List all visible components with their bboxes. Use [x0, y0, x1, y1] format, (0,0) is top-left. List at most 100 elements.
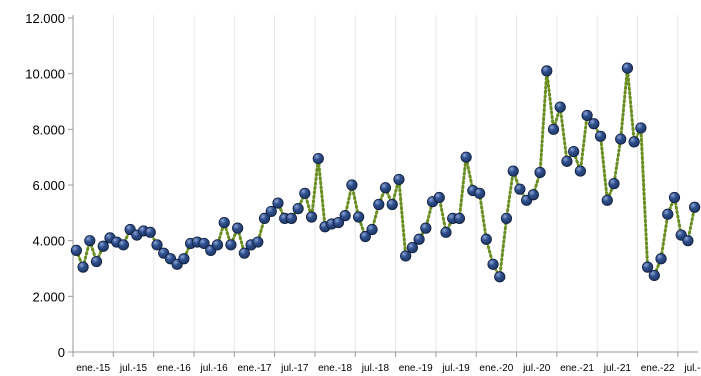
data-point [534, 166, 546, 179]
x-axis-ticks: ene.-15 jul.-15 ene.-16 jul.-16 ene.-17 jul.-… [72, 352, 701, 374]
data-point [299, 187, 311, 199]
data-point [554, 101, 566, 113]
data-point [386, 198, 398, 211]
x-tick-label: jul.-17 [280, 363, 309, 374]
data-point [527, 189, 539, 201]
data-point [668, 191, 681, 204]
data-point [494, 271, 506, 283]
x-tick-label: jul.-18 [361, 363, 390, 374]
data-point [581, 109, 593, 122]
data-point [574, 165, 586, 177]
y-tick-label: 2.000 [32, 289, 65, 304]
y-tick-label: 0 [58, 345, 65, 360]
data-point [211, 239, 224, 251]
y-axis-ticks: 0 2.000 4.000 6.000 8.000 10.000 12.000 [25, 11, 73, 360]
data-point [305, 211, 318, 223]
data-point [312, 152, 324, 165]
data-point [366, 223, 378, 236]
data-point [339, 210, 351, 222]
x-tick-label: ene.-20 [479, 363, 513, 374]
data-point [453, 212, 466, 224]
x-tick-label: jul.-16 [200, 363, 229, 374]
data-point [561, 155, 573, 167]
data-point [547, 123, 560, 135]
data-point [285, 212, 298, 224]
data-point [628, 136, 640, 148]
data-point [117, 239, 130, 251]
data-point [198, 237, 210, 250]
data-point [70, 244, 82, 257]
data-point [406, 242, 418, 254]
data-point [433, 191, 445, 204]
series-line [74, 67, 697, 282]
data-point [77, 261, 89, 273]
data-point [97, 240, 109, 252]
data-point [218, 216, 230, 229]
series-line-path [74, 67, 697, 282]
data-point [144, 226, 156, 238]
y-tick-label: 12.000 [25, 11, 65, 26]
y-tick-label: 6.000 [32, 178, 65, 193]
data-point [178, 253, 190, 265]
data-point [480, 233, 492, 245]
x-tick-label: ene.-18 [318, 363, 352, 374]
data-point [332, 216, 345, 229]
data-point [272, 197, 284, 209]
data-point [682, 235, 694, 247]
x-tick-label: jul.-21 [603, 363, 632, 374]
data-point [373, 198, 385, 211]
data-point [353, 211, 365, 223]
y-tick-label: 8.000 [32, 122, 65, 137]
x-tick-label: ene.-22 [641, 363, 675, 374]
x-tick-label: ene.-17 [237, 363, 271, 374]
data-point [615, 133, 627, 145]
data-point [608, 178, 620, 190]
data-point [655, 253, 667, 265]
x-tick-label: jul.-15 [119, 363, 148, 374]
data-point [487, 258, 499, 270]
data-point [507, 165, 519, 177]
data-point [588, 118, 600, 130]
data-point [90, 255, 103, 268]
x-tick-label: jul.-19 [441, 363, 470, 374]
data-point [400, 250, 412, 262]
data-point [393, 173, 405, 186]
data-point [413, 233, 425, 245]
data-point [473, 187, 486, 199]
x-tick-label: ene.-19 [399, 363, 433, 374]
data-point [641, 261, 654, 273]
data-point [151, 239, 163, 251]
y-tick-label: 4.000 [32, 234, 65, 249]
data-point [258, 212, 271, 224]
data-point [500, 212, 513, 224]
x-tick-label: ene.-21 [560, 363, 594, 374]
data-point [635, 122, 647, 134]
data-point [232, 222, 244, 234]
data-point [346, 179, 358, 191]
data-point [648, 269, 660, 282]
data-point [225, 239, 237, 251]
data-point [379, 182, 392, 194]
data-point [252, 236, 264, 248]
data-point [292, 203, 304, 215]
y-tick-label: 10.000 [25, 67, 65, 82]
data-point [420, 222, 432, 234]
data-point [460, 151, 472, 163]
x-tick-label: jul.-22 [683, 363, 701, 374]
series-points [70, 62, 701, 283]
x-tick-label: jul.-20 [522, 363, 551, 374]
grid-lines [72, 15, 679, 352]
data-point [359, 230, 371, 243]
data-point [265, 205, 277, 218]
x-tick-label: ene.-15 [76, 363, 110, 374]
data-point [238, 247, 250, 259]
data-point [541, 65, 553, 77]
data-point [601, 194, 613, 206]
data-point [514, 183, 526, 195]
data-point [84, 235, 96, 247]
data-point [621, 62, 634, 74]
data-point [440, 226, 452, 238]
data-point [662, 208, 674, 220]
x-tick-label: ene.-16 [157, 363, 191, 374]
